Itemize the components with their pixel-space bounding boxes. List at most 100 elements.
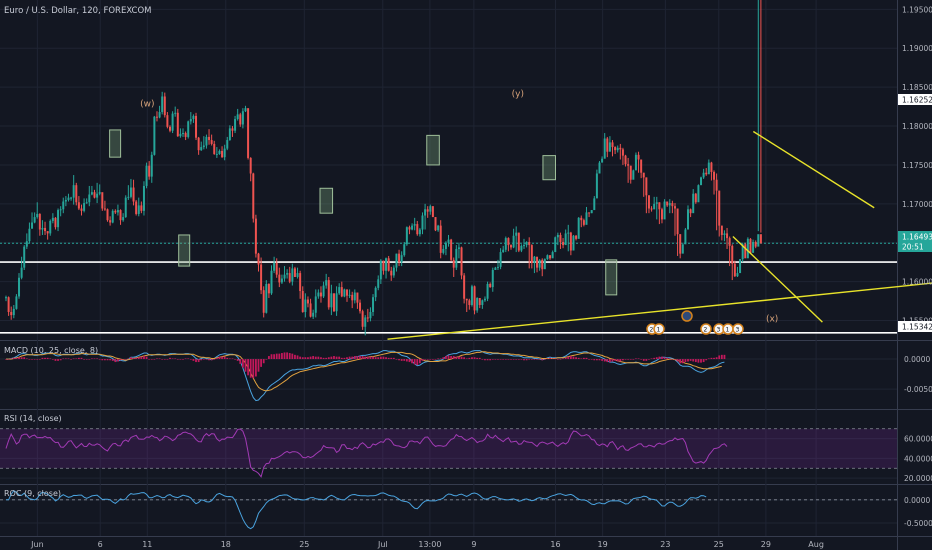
candle <box>408 225 411 235</box>
histogram-bar <box>543 359 546 360</box>
candle <box>18 273 21 299</box>
event-badges[interactable]: 2 1 2 3 1 3 <box>646 310 744 335</box>
event-badge-4[interactable]: 3 <box>713 323 725 335</box>
histogram-bar <box>478 357 481 360</box>
histogram-bar <box>283 352 286 360</box>
histogram-bar <box>223 356 226 360</box>
histogram-bar <box>44 357 46 360</box>
histogram-bar <box>281 353 283 360</box>
candle <box>265 280 268 314</box>
candle <box>437 224 440 232</box>
candle <box>338 283 341 295</box>
highlight-box[interactable] <box>319 187 334 214</box>
histogram-bar <box>473 357 476 360</box>
candle <box>509 244 512 250</box>
histogram-bar <box>465 358 468 360</box>
histogram-bar <box>143 356 145 360</box>
highlight-box[interactable] <box>605 259 618 296</box>
candle <box>559 232 562 249</box>
y-tick-label: 1.16000 <box>902 278 932 287</box>
candle <box>496 259 499 270</box>
x-tick-label: 18 <box>221 540 231 549</box>
histogram-bar <box>400 359 403 361</box>
histogram-bar <box>346 357 348 360</box>
candle <box>96 182 99 204</box>
candle <box>46 231 49 240</box>
highlight-box[interactable] <box>109 129 122 158</box>
histogram-bar <box>130 357 132 360</box>
candle <box>624 154 627 167</box>
histogram-bar <box>5 359 7 360</box>
event-badge-ring[interactable] <box>681 310 693 322</box>
histogram-bar <box>424 359 426 360</box>
histogram-bar <box>408 359 411 363</box>
y-tick-label: 1.17500 <box>902 161 932 170</box>
candle <box>200 141 203 151</box>
histogram-bar <box>590 359 593 360</box>
histogram-bar <box>460 356 463 360</box>
event-badge-2[interactable]: 1 <box>653 323 665 335</box>
trend-line[interactable] <box>732 236 823 323</box>
histogram-bar <box>582 357 585 360</box>
histogram-bar <box>88 359 91 360</box>
candle <box>228 125 231 141</box>
candle <box>150 151 153 183</box>
candle <box>525 241 528 248</box>
candle <box>608 136 611 152</box>
histogram-bar <box>642 359 645 361</box>
histogram-bar <box>580 358 583 360</box>
histogram-bar <box>379 356 382 360</box>
trend-line[interactable] <box>752 130 875 209</box>
histogram-bar <box>301 357 304 360</box>
event-badge-3[interactable]: 2 <box>700 323 712 335</box>
candle <box>684 227 687 245</box>
candle <box>481 299 484 309</box>
candle <box>127 185 130 200</box>
histogram-bar <box>382 356 385 360</box>
candle <box>218 149 221 155</box>
candle <box>155 111 158 122</box>
histogram-bar <box>148 359 151 360</box>
histogram-bar <box>486 359 489 361</box>
candle <box>736 266 739 277</box>
histogram-bar <box>7 359 10 360</box>
candle <box>135 199 138 216</box>
histogram-bar <box>270 354 273 360</box>
histogram-bar <box>650 358 653 360</box>
pane-macd <box>5 350 726 402</box>
x-tick-label: Jul <box>377 540 388 549</box>
histogram-bar <box>676 359 679 362</box>
candle <box>614 146 617 155</box>
candle <box>642 172 645 197</box>
histogram-bar <box>210 359 213 361</box>
histogram-bar <box>137 357 140 360</box>
histogram-bar <box>247 359 249 376</box>
event-badge-6[interactable]: 3 <box>732 323 744 335</box>
candle <box>616 145 619 153</box>
histogram-bar <box>359 356 361 360</box>
histogram-bar <box>296 355 299 360</box>
histogram-bar <box>588 359 590 360</box>
candle <box>10 306 13 320</box>
histogram-bar <box>330 356 333 360</box>
candle <box>567 224 570 252</box>
histogram-bar <box>705 359 708 361</box>
highlight-box[interactable] <box>542 155 557 181</box>
candle <box>744 242 747 259</box>
candle <box>476 297 479 313</box>
candle <box>517 232 520 253</box>
event-badge-5[interactable]: 1 <box>722 323 734 335</box>
highlight-box[interactable] <box>178 234 191 267</box>
candle <box>595 169 598 199</box>
candle <box>377 275 380 291</box>
trend-line[interactable] <box>387 267 932 340</box>
candle <box>189 112 192 125</box>
candle <box>57 208 60 232</box>
histogram-bar <box>489 359 492 361</box>
candle <box>98 184 101 196</box>
highlight-box[interactable] <box>426 134 440 166</box>
histogram-bar <box>335 356 338 360</box>
histogram-bar <box>64 358 67 360</box>
candle <box>208 129 211 145</box>
candle <box>317 289 320 299</box>
